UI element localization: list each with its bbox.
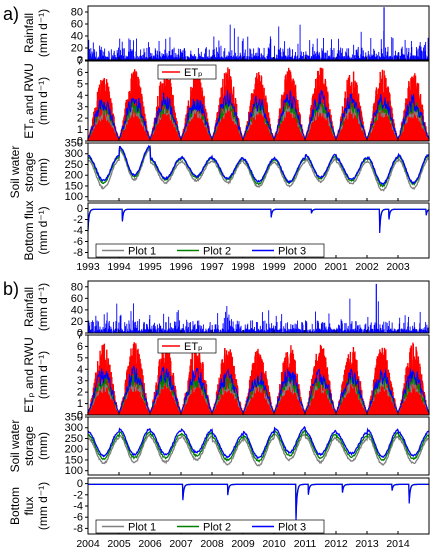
y-tick-label: 150 [65, 180, 83, 192]
x-tick-label: 1995 [138, 261, 162, 273]
y-tick-label: 6 [77, 67, 83, 79]
y-axis-label: Bottom flux (mm d⁻¹) [22, 200, 50, 260]
y-axis-label-line: Soil water [8, 146, 22, 199]
y-axis-label-line: ETₚ and RWU [22, 63, 36, 139]
subplot-flux: -8-6-4-20 Bottom flux (mm d⁻¹) Plot 1 Plot 2… [22, 200, 430, 261]
y-tick-label: 80 [71, 281, 83, 293]
y-tick-label: 0 [77, 55, 83, 67]
x-tick-label: 1998 [231, 261, 255, 273]
y-tick-label: -6 [73, 236, 83, 248]
legend-plots: Plot 1 Plot 2 Plot 3 [95, 243, 325, 258]
y-tick-label: 300 [65, 148, 83, 160]
y-axis-label-line: storage [22, 152, 36, 192]
y-tick-label: 7 [77, 56, 83, 68]
legend-label-plot-1: Plot 1 [128, 246, 156, 258]
y-tick-label: -2 [73, 214, 83, 226]
legend-label-plot-3: Plot 3 [278, 246, 306, 258]
y-axis-label: ETₚ and RWU (mm d⁻¹) [22, 63, 50, 139]
x-tick-label: 1994 [107, 261, 131, 273]
y-tick-label: 0 [77, 203, 83, 215]
y-axis-label-line: (mm d⁻¹) [36, 206, 50, 254]
flux-line-plot-1 [87, 208, 430, 229]
y-tick-label: 20 [71, 43, 83, 55]
y-axis-label-line: Rainfall [22, 287, 36, 327]
plot-frame [87, 5, 430, 61]
y-tick-label: 1 [77, 124, 83, 136]
y-tick-label: 350 [65, 138, 83, 150]
x-tick-label: 1997 [200, 261, 224, 273]
y-axis-label-line: (mm d⁻¹) [36, 283, 50, 331]
plot-frame [87, 280, 430, 334]
legend-box [157, 64, 217, 80]
legend-label-plot-2: Plot 2 [203, 246, 231, 258]
x-tick-label: 2003 [386, 261, 410, 273]
y-tick-label: 3 [77, 101, 83, 113]
y-tick-label: 40 [71, 304, 83, 316]
flux-line-plot-2 [87, 208, 430, 231]
legend-etp: ETₚ [157, 64, 217, 80]
x-tick-label: 2001 [324, 261, 348, 273]
panel-label: b) [3, 279, 19, 299]
y-tick-label: 0 [77, 328, 83, 340]
sws-line-plot-3 [87, 144, 430, 186]
y-axis-label-line: (mm) [36, 158, 50, 186]
x-tick-label: 1999 [262, 261, 286, 273]
plot-frame [87, 60, 430, 142]
y-tick-label: -4 [73, 225, 83, 237]
y-tick-label: 80 [71, 7, 83, 19]
y-axis-label: Soil water storage (mm) [8, 146, 50, 199]
y-axis-label-line: Rainfall [22, 13, 36, 53]
y-tick-label: 4 [77, 90, 83, 102]
y-axis-label-line: (mm d⁻¹) [36, 77, 50, 125]
y-tick-label: 60 [71, 19, 83, 31]
panel-label: a) [3, 4, 19, 24]
rwu-line-plot-3 [87, 89, 430, 140]
y-tick-label: 5 [77, 78, 83, 90]
y-axis-label: Rainfall (mm d⁻¹) [22, 283, 50, 331]
y-axis-label-line: (mm d⁻¹) [36, 9, 50, 57]
y-tick-label: 0 [77, 136, 83, 148]
x-tick-label: 2002 [355, 261, 379, 273]
y-tick-label: 200 [65, 170, 83, 182]
y-tick-label: 2 [77, 113, 83, 125]
legend-box [95, 243, 325, 258]
legend-label-etp: ETₚ [184, 67, 203, 79]
y-axis-label: Rainfall (mm d⁻¹) [22, 9, 50, 57]
x-tick-label: 1993 [76, 261, 100, 273]
x-tick-label: 2000 [293, 261, 317, 273]
y-tick-label: -8 [73, 247, 83, 259]
y-axis-label-line: Bottom flux [22, 200, 36, 260]
y-tick-label: 250 [65, 159, 83, 171]
flux-line-plot-3 [87, 208, 430, 234]
y-tick-label: 100 [65, 191, 83, 203]
x-tick-label: 1996 [169, 261, 193, 273]
y-tick-label: 40 [71, 31, 83, 43]
y-tick-label: 60 [71, 293, 83, 305]
y-tick-label: 20 [71, 316, 83, 328]
plot-frame [87, 142, 430, 202]
